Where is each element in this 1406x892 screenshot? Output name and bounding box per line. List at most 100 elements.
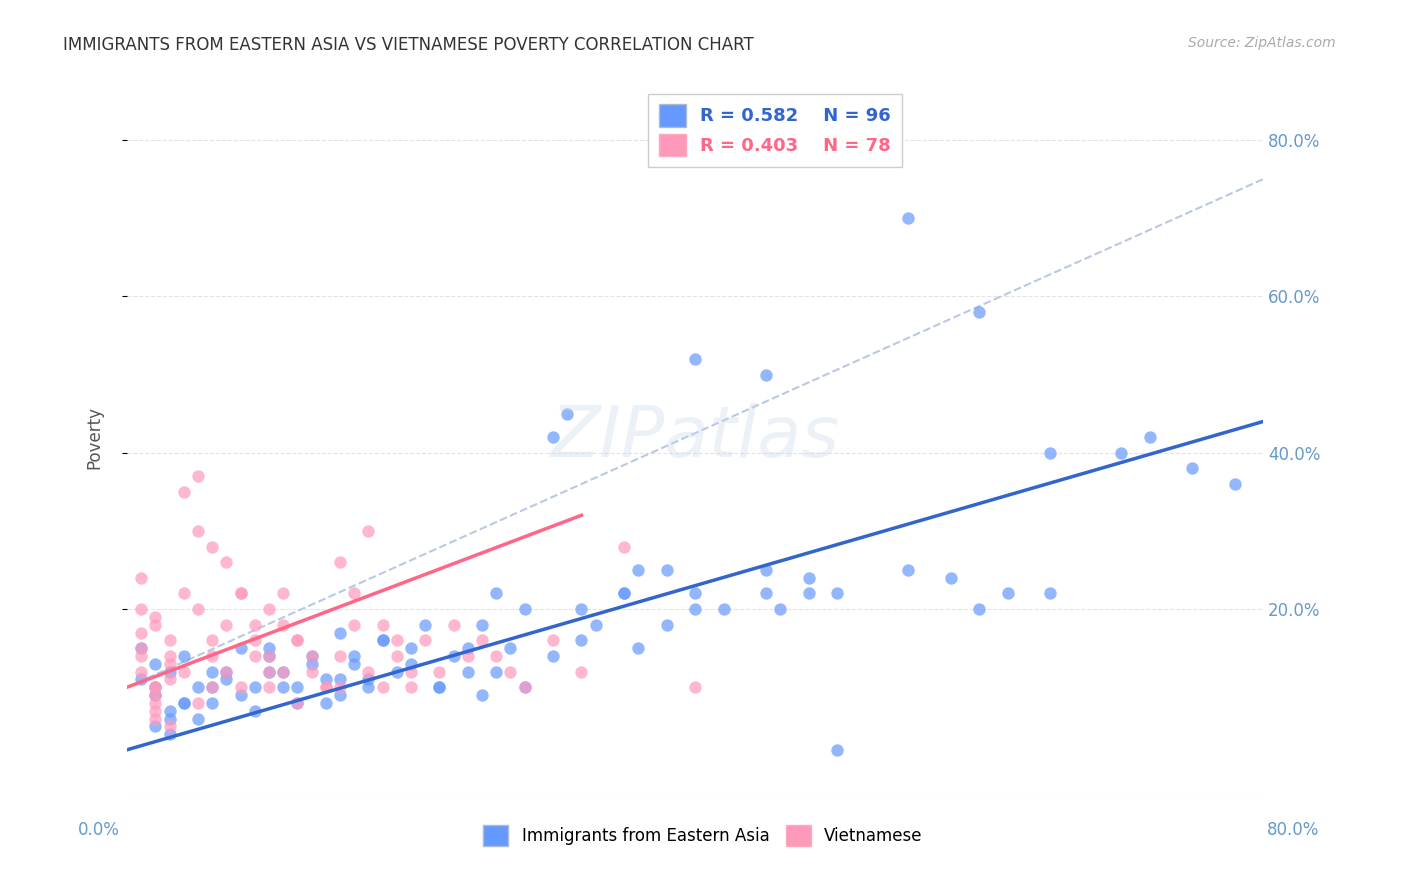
Point — [429, 680, 451, 694]
Point — [187, 696, 209, 710]
Point — [187, 524, 209, 538]
Point — [499, 665, 522, 679]
Point — [613, 586, 636, 600]
Text: 80.0%: 80.0% — [1267, 821, 1320, 838]
Point — [173, 696, 195, 710]
Point — [371, 617, 394, 632]
Point — [129, 665, 152, 679]
Point — [301, 648, 323, 663]
Point — [271, 586, 294, 600]
Point — [143, 688, 166, 702]
Point — [357, 673, 380, 687]
Point — [143, 657, 166, 671]
Point — [399, 657, 422, 671]
Point — [755, 586, 778, 600]
Point — [571, 665, 593, 679]
Point — [655, 617, 678, 632]
Point — [385, 633, 408, 648]
Point — [301, 648, 323, 663]
Point — [187, 469, 209, 483]
Point — [1111, 446, 1133, 460]
Point — [201, 696, 224, 710]
Point — [159, 648, 181, 663]
Point — [271, 617, 294, 632]
Point — [143, 719, 166, 733]
Point — [825, 586, 848, 600]
Point — [797, 571, 820, 585]
Point — [329, 688, 352, 702]
Point — [571, 602, 593, 616]
Point — [257, 665, 280, 679]
Point — [229, 680, 252, 694]
Point — [159, 719, 181, 733]
Point — [329, 625, 352, 640]
Point — [343, 586, 366, 600]
Point — [201, 680, 224, 694]
Point — [271, 665, 294, 679]
Point — [143, 688, 166, 702]
Point — [159, 673, 181, 687]
Point — [129, 641, 152, 656]
Point — [215, 665, 238, 679]
Point — [1223, 477, 1246, 491]
Legend: R = 0.582    N = 96, R = 0.403    N = 78: R = 0.582 N = 96, R = 0.403 N = 78 — [648, 94, 901, 167]
Point — [159, 704, 181, 718]
Point — [585, 617, 607, 632]
Point — [201, 680, 224, 694]
Point — [1139, 430, 1161, 444]
Point — [229, 641, 252, 656]
Point — [541, 633, 564, 648]
Point — [257, 602, 280, 616]
Point — [457, 665, 479, 679]
Point — [343, 617, 366, 632]
Point — [173, 648, 195, 663]
Point — [201, 648, 224, 663]
Point — [143, 617, 166, 632]
Point — [967, 602, 990, 616]
Point — [243, 680, 266, 694]
Point — [797, 586, 820, 600]
Point — [485, 586, 508, 600]
Point — [159, 712, 181, 726]
Point — [329, 648, 352, 663]
Point — [429, 680, 451, 694]
Point — [443, 648, 465, 663]
Point — [173, 665, 195, 679]
Point — [173, 696, 195, 710]
Point — [329, 673, 352, 687]
Point — [159, 633, 181, 648]
Point — [939, 571, 962, 585]
Point — [683, 351, 706, 366]
Legend: Immigrants from Eastern Asia, Vietnamese: Immigrants from Eastern Asia, Vietnamese — [477, 819, 929, 853]
Point — [541, 648, 564, 663]
Point — [173, 586, 195, 600]
Point — [413, 633, 436, 648]
Point — [229, 586, 252, 600]
Point — [287, 696, 309, 710]
Point — [499, 641, 522, 656]
Point — [683, 680, 706, 694]
Text: Source: ZipAtlas.com: Source: ZipAtlas.com — [1188, 36, 1336, 50]
Point — [315, 673, 337, 687]
Point — [201, 633, 224, 648]
Point — [385, 648, 408, 663]
Point — [471, 633, 494, 648]
Point — [287, 633, 309, 648]
Point — [613, 586, 636, 600]
Point — [443, 617, 465, 632]
Point — [343, 648, 366, 663]
Point — [1039, 586, 1062, 600]
Point — [315, 680, 337, 694]
Point — [143, 712, 166, 726]
Point — [287, 680, 309, 694]
Point — [371, 680, 394, 694]
Point — [627, 641, 650, 656]
Point — [755, 563, 778, 577]
Point — [755, 368, 778, 382]
Point — [713, 602, 735, 616]
Point — [485, 648, 508, 663]
Y-axis label: Poverty: Poverty — [86, 406, 103, 468]
Point — [243, 633, 266, 648]
Point — [683, 602, 706, 616]
Point — [257, 648, 280, 663]
